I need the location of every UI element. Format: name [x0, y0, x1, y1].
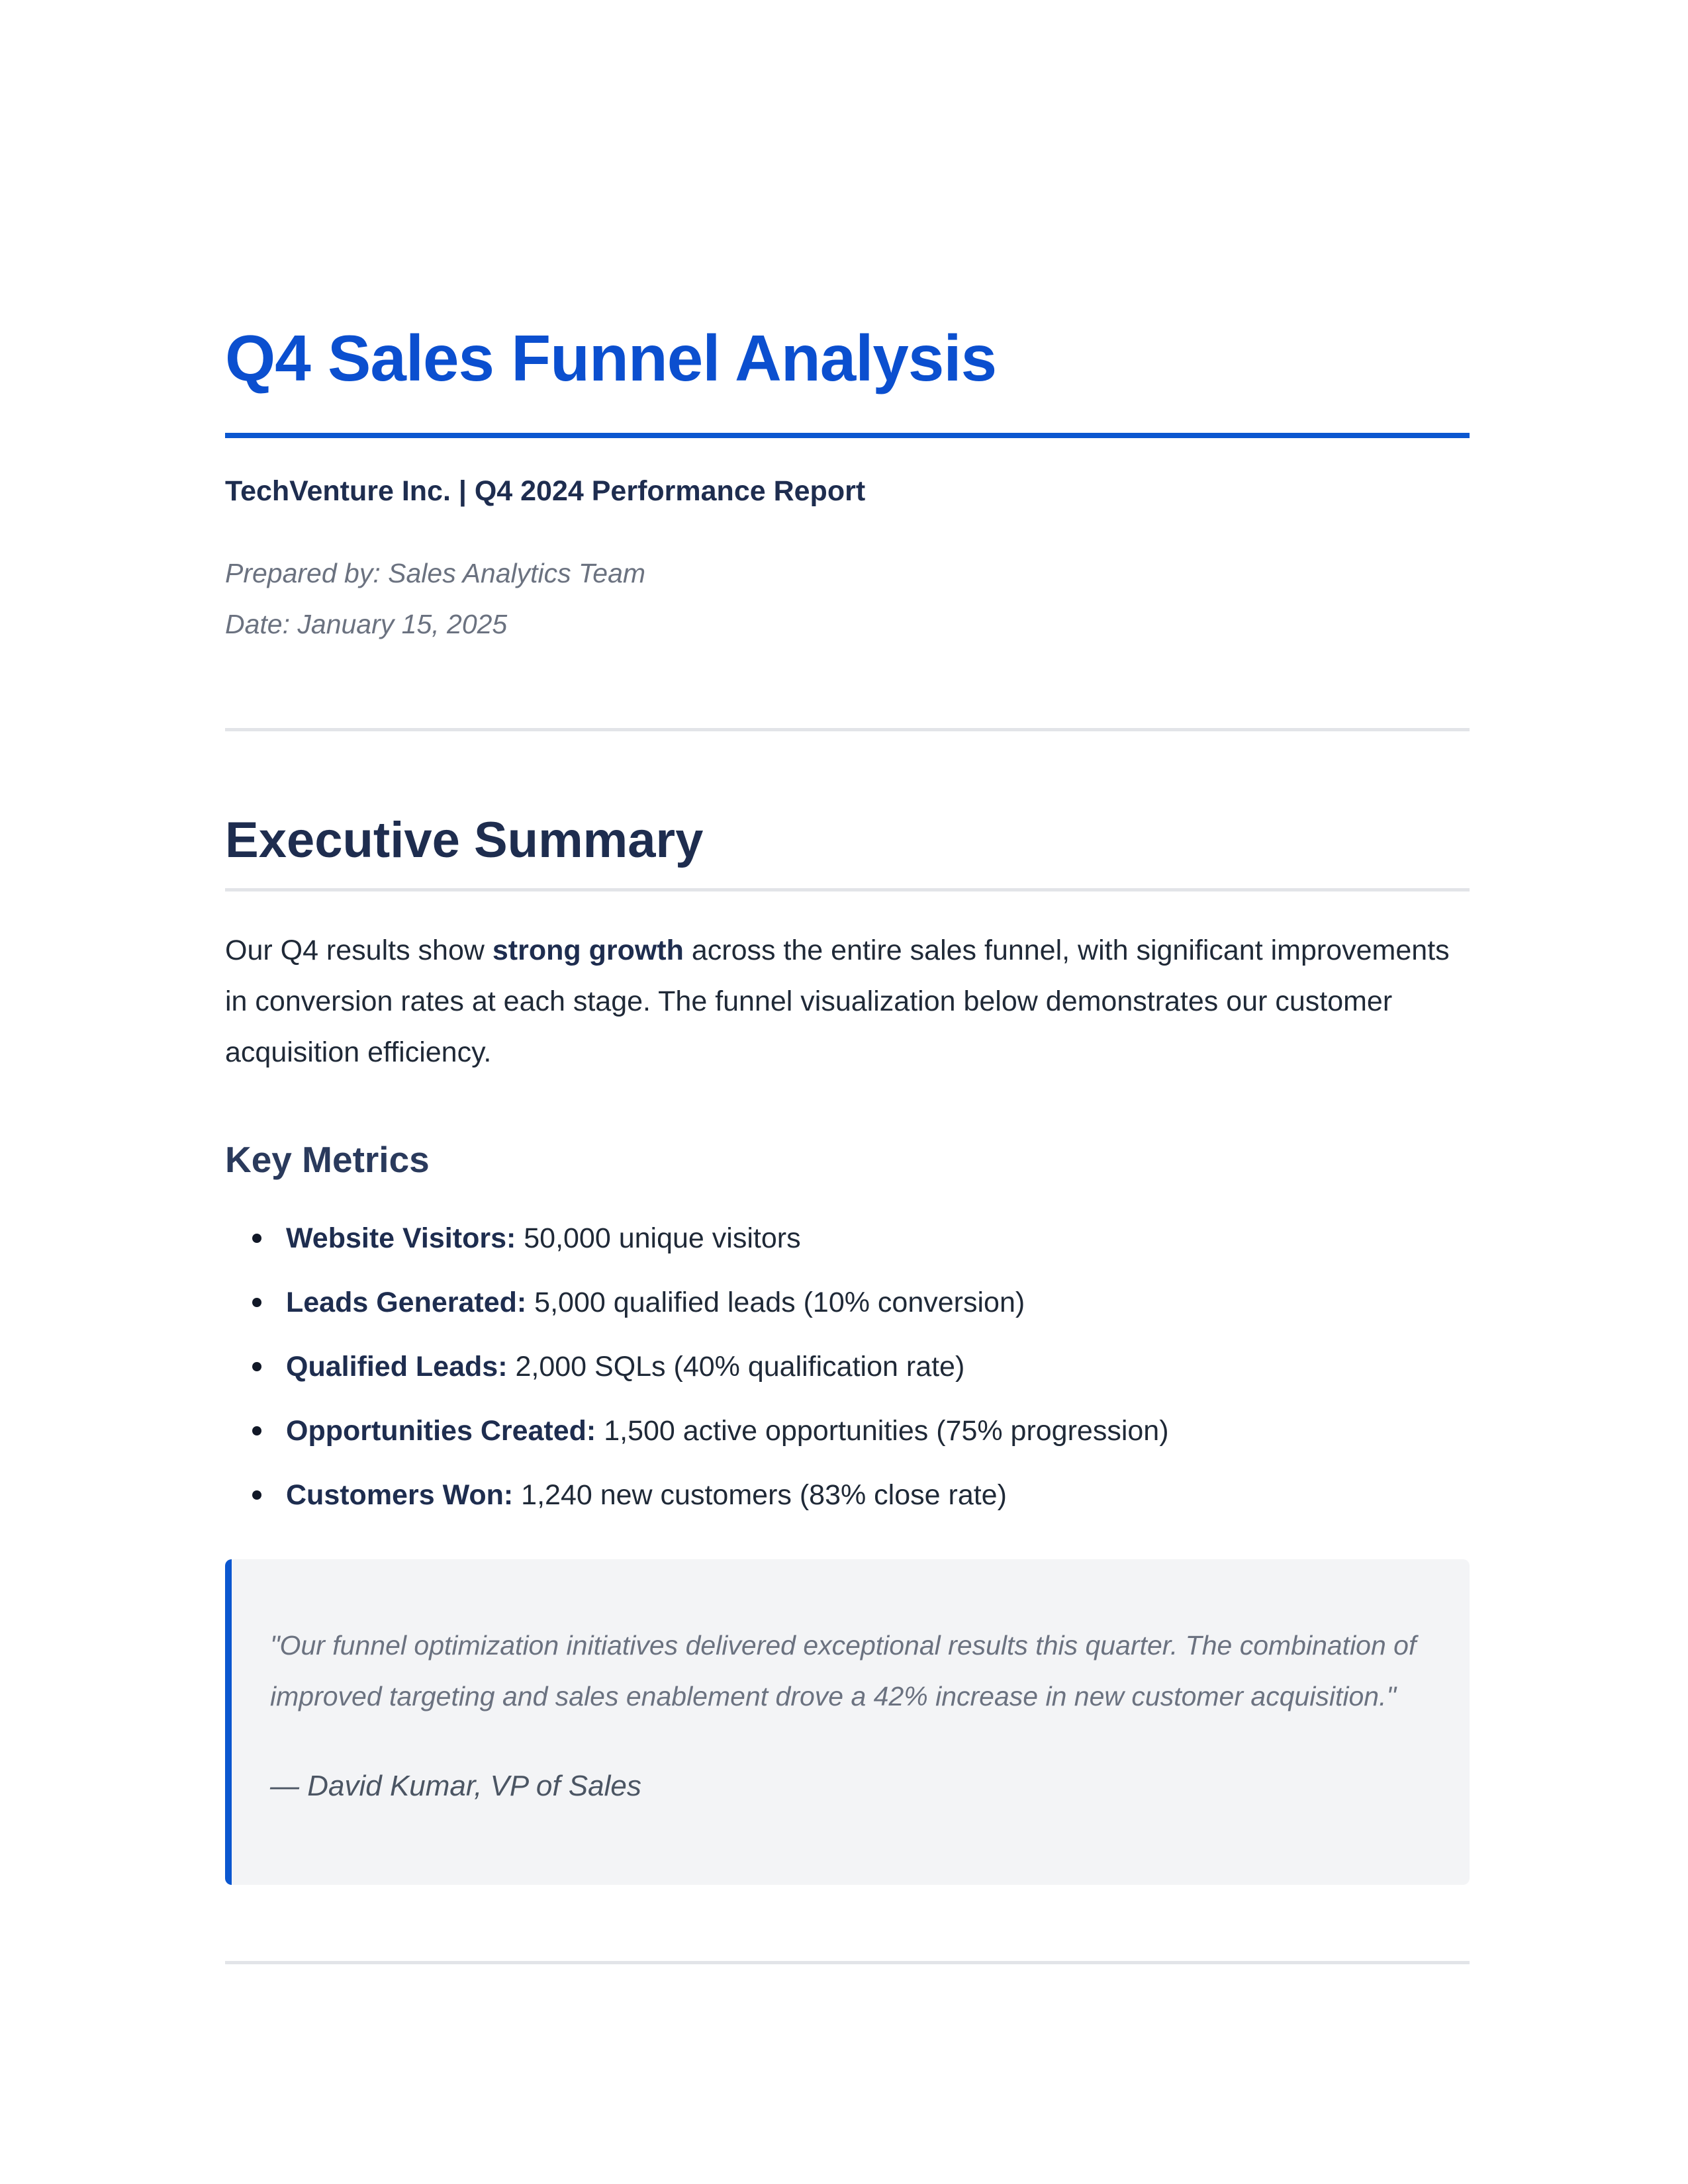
summary-text-after: across the entire sales funnel, with sig… [225, 934, 1450, 1068]
document-title: Q4 Sales Funnel Analysis [225, 322, 997, 394]
prepared-by: Prepared by: Sales Analytics Team [225, 558, 646, 588]
list-item: Qualified Leads: 2,000 SQLs (40% qualifi… [225, 1343, 1470, 1408]
section-divider [225, 1961, 1470, 1964]
executive-summary-heading: Executive Summary [225, 812, 704, 868]
bullet-icon [252, 1490, 261, 1500]
metric-label: Customers Won: [286, 1479, 514, 1511]
metric-label: Qualified Leads: [286, 1351, 508, 1383]
metric-value: 50,000 unique visitors [516, 1222, 801, 1254]
key-metrics-list: Website Visitors: 50,000 unique visitors… [225, 1215, 1470, 1536]
blockquote: "Our funnel optimization initiatives del… [225, 1559, 1470, 1885]
quote-attribution: — David Kumar, VP of Sales [270, 1770, 641, 1802]
bullet-icon [252, 1298, 261, 1307]
summary-paragraph: Our Q4 results show strong growth across… [225, 925, 1470, 1078]
bullet-icon [252, 1426, 261, 1435]
metric-label: Opportunities Created: [286, 1415, 596, 1447]
report-date: Date: January 15, 2025 [225, 609, 508, 639]
quote-accent-bar [225, 1559, 232, 1885]
list-item: Website Visitors: 50,000 unique visitors [225, 1215, 1470, 1279]
report-subtitle: TechVenture Inc. | Q4 2024 Performance R… [225, 475, 866, 507]
section-divider [225, 728, 1470, 731]
list-item: Leads Generated: 5,000 qualified leads (… [225, 1279, 1470, 1343]
metric-value: 5,000 qualified leads (10% conversion) [526, 1287, 1025, 1318]
list-item: Opportunities Created: 1,500 active oppo… [225, 1408, 1470, 1472]
summary-emphasis: strong growth [492, 934, 684, 966]
metric-value: 2,000 SQLs (40% qualification rate) [507, 1351, 965, 1383]
bullet-icon [252, 1234, 261, 1243]
metric-label: Website Visitors: [286, 1222, 516, 1254]
summary-text-before: Our Q4 results show [225, 934, 492, 966]
metric-label: Leads Generated: [286, 1287, 527, 1318]
key-metrics-heading: Key Metrics [225, 1139, 430, 1180]
metric-value: 1,500 active opportunities (75% progress… [596, 1415, 1169, 1447]
quote-text: "Our funnel optimization initiatives del… [270, 1630, 1417, 1711]
list-item: Customers Won: 1,240 new customers (83% … [225, 1472, 1470, 1536]
title-underline [225, 433, 1470, 438]
metric-value: 1,240 new customers (83% close rate) [513, 1479, 1007, 1511]
bullet-icon [252, 1362, 261, 1371]
heading-underline [225, 888, 1470, 891]
